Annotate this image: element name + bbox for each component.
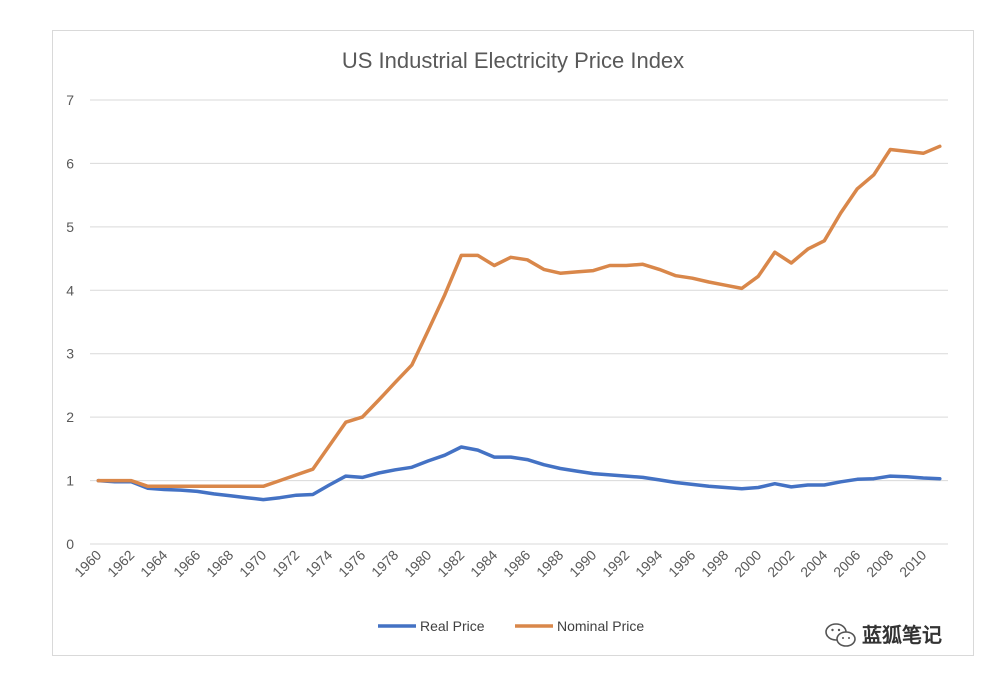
x-tick-label: 1996	[665, 547, 698, 580]
series-lines	[96, 144, 942, 502]
x-tick-label: 1978	[368, 547, 401, 580]
chart-title: US Industrial Electricity Price Index	[342, 48, 684, 73]
y-tick-label: 5	[66, 219, 74, 235]
x-axis: 1960 1962 1964 1966 1968 1970 1972 1974 1976 1978…	[71, 547, 929, 580]
y-axis: 0 1 2 3 4 5 6 7	[66, 92, 74, 552]
x-tick-label: 1962	[104, 547, 137, 580]
x-tick-label: 1982	[434, 547, 467, 580]
legend: Real Price Nominal Price	[378, 618, 644, 634]
y-tick-label: 0	[66, 536, 74, 552]
y-tick-label: 3	[66, 346, 74, 362]
x-tick-label: 1966	[170, 547, 203, 580]
watermark: 蓝狐笔记	[825, 623, 942, 647]
y-tick-label: 7	[66, 92, 74, 108]
wechat-icon	[825, 623, 856, 647]
x-tick-label: 1988	[533, 547, 566, 580]
x-tick-label: 1994	[632, 547, 665, 580]
y-tick-label: 4	[66, 282, 74, 298]
y-tick-label: 1	[66, 473, 74, 489]
series-line-real-price	[96, 445, 942, 502]
x-tick-label: 2000	[731, 547, 764, 580]
x-tick-label: 1974	[302, 547, 335, 580]
gridlines	[90, 99, 948, 545]
watermark-text: 蓝狐笔记	[862, 623, 942, 647]
x-tick-label: 1964	[137, 547, 170, 580]
x-tick-label: 1980	[401, 547, 434, 580]
x-tick-label: 1968	[203, 547, 236, 580]
x-tick-label: 1984	[467, 547, 500, 580]
chart-frame	[52, 30, 974, 656]
x-tick-label: 2008	[863, 547, 896, 580]
series-line-nominal-price	[96, 144, 942, 489]
legend-label-nominal-price: Nominal Price	[557, 618, 644, 634]
x-tick-label: 1972	[269, 547, 302, 580]
x-tick-label: 2006	[830, 547, 863, 580]
x-tick-label: 2002	[764, 547, 797, 580]
x-tick-label: 2010	[896, 547, 929, 580]
x-tick-label: 1992	[599, 547, 632, 580]
x-tick-label: 1990	[566, 547, 599, 580]
x-tick-label: 1960	[71, 547, 104, 580]
x-tick-label: 1976	[335, 547, 368, 580]
y-tick-label: 6	[66, 155, 74, 171]
y-tick-label: 2	[66, 409, 74, 425]
x-tick-label: 1998	[698, 547, 731, 580]
x-tick-label: 1986	[500, 547, 533, 580]
x-tick-label: 2004	[797, 547, 830, 580]
legend-label-real-price: Real Price	[420, 618, 485, 634]
x-tick-label: 1970	[236, 547, 269, 580]
